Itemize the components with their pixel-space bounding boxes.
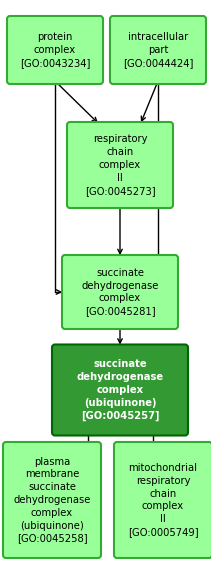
FancyBboxPatch shape xyxy=(3,442,101,558)
Text: respiratory
chain
complex
II
[GO:0045273]: respiratory chain complex II [GO:0045273… xyxy=(85,134,155,196)
FancyBboxPatch shape xyxy=(67,122,173,208)
FancyBboxPatch shape xyxy=(110,16,206,84)
Text: mitochondrial
respiratory
chain
complex
II
[GO:0005749]: mitochondrial respiratory chain complex … xyxy=(128,463,198,537)
Text: protein
complex
[GO:0043234]: protein complex [GO:0043234] xyxy=(20,32,90,68)
FancyBboxPatch shape xyxy=(114,442,211,558)
FancyBboxPatch shape xyxy=(62,255,178,329)
FancyBboxPatch shape xyxy=(52,344,188,436)
Text: plasma
membrane
succinate
dehydrogenase
complex
(ubiquinone)
[GO:0045258]: plasma membrane succinate dehydrogenase … xyxy=(13,457,91,544)
Text: succinate
dehydrogenase
complex
[GO:0045281]: succinate dehydrogenase complex [GO:0045… xyxy=(81,268,159,316)
Text: succinate
dehydrogenase
complex
(ubiquinone)
[GO:0045257]: succinate dehydrogenase complex (ubiquin… xyxy=(76,359,164,421)
Text: intracellular
part
[GO:0044424]: intracellular part [GO:0044424] xyxy=(123,32,193,68)
FancyBboxPatch shape xyxy=(7,16,103,84)
